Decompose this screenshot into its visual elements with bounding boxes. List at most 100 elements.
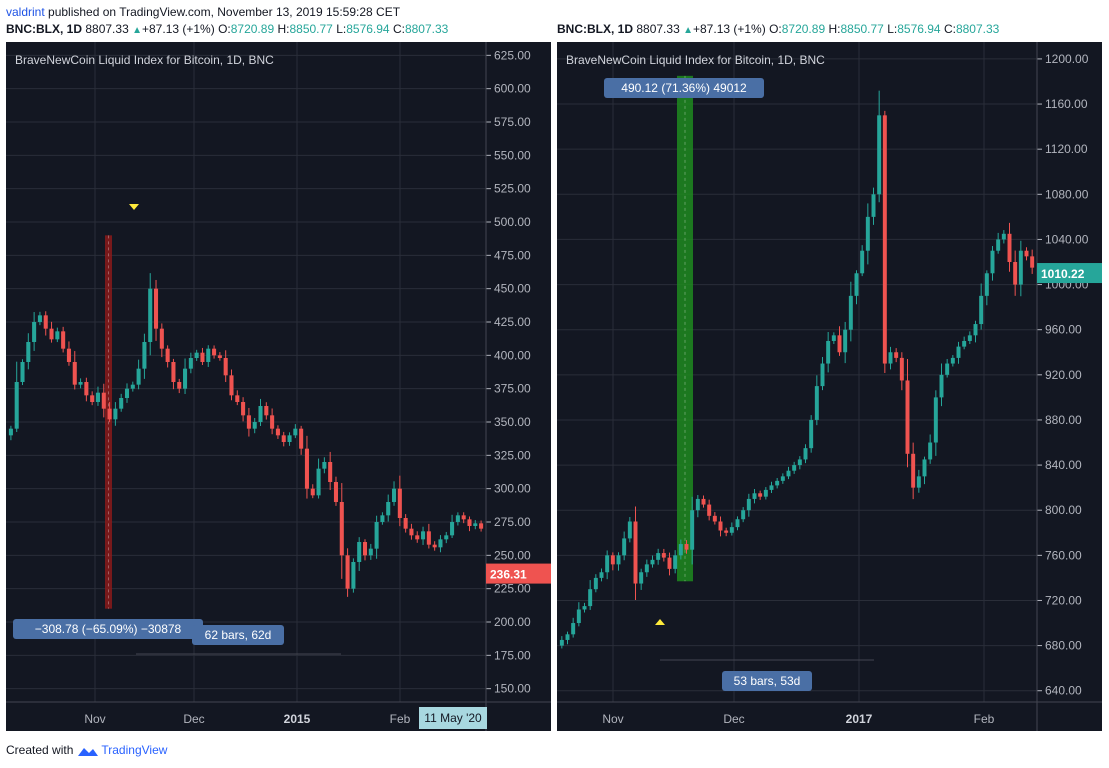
right-high: 8850.77 bbox=[840, 22, 884, 36]
legend-title: BraveNewCoin Liquid Index for Bitcoin, 1… bbox=[15, 53, 274, 67]
candle-body bbox=[758, 493, 763, 497]
candle-body bbox=[967, 335, 972, 341]
candle-body bbox=[299, 428, 304, 449]
candle-body bbox=[622, 538, 627, 556]
y-tick-label: 325.00 bbox=[494, 448, 531, 462]
left-close: 8807.33 bbox=[404, 22, 449, 36]
y-tick-label: 880.00 bbox=[1045, 413, 1082, 427]
x-tick-label: Nov bbox=[84, 712, 105, 726]
y-tick-label: 680.00 bbox=[1045, 639, 1082, 653]
candle-body bbox=[357, 542, 362, 562]
price-label-bg bbox=[486, 563, 551, 584]
candle-body bbox=[200, 352, 205, 362]
candle-body bbox=[718, 521, 723, 531]
y-tick-label: 1200.00 bbox=[1045, 52, 1089, 66]
candle-body bbox=[939, 374, 944, 398]
candle-body bbox=[661, 553, 666, 558]
candle-body bbox=[14, 382, 19, 429]
y-tick-label: 200.00 bbox=[494, 615, 531, 629]
candle-body bbox=[426, 531, 431, 545]
candle-body bbox=[473, 523, 478, 526]
y-tick-label: 350.00 bbox=[494, 415, 531, 429]
x-tick-label: Dec bbox=[723, 712, 744, 726]
candle-body bbox=[403, 518, 408, 529]
candle-body bbox=[153, 288, 159, 329]
x-tick-label: 2015 bbox=[284, 712, 311, 726]
candle-body bbox=[171, 362, 176, 382]
candle-body bbox=[345, 555, 350, 589]
candle-body bbox=[752, 493, 757, 499]
candle-body bbox=[55, 331, 60, 340]
bars-label: 62 bars, 62d bbox=[205, 628, 272, 642]
candle-body bbox=[905, 380, 910, 454]
candle-body bbox=[479, 523, 484, 529]
candle-body bbox=[397, 488, 402, 518]
candle-body bbox=[588, 589, 593, 607]
tradingview-link[interactable]: TradingView bbox=[101, 743, 168, 757]
candle-body bbox=[241, 402, 246, 416]
candle-body bbox=[409, 528, 414, 536]
candle-body bbox=[786, 470, 791, 477]
candle-body bbox=[368, 548, 373, 556]
candle-body bbox=[593, 577, 598, 590]
candle-body bbox=[90, 395, 95, 402]
candle-body bbox=[461, 515, 466, 520]
right-ohlc-line: BNC:BLX, 1D 8807.33 ▲+87.13 (+1%) O:8720… bbox=[557, 22, 999, 36]
tradingview-logo-icon bbox=[78, 747, 99, 756]
candle-body bbox=[415, 535, 420, 540]
y-tick-label: 1080.00 bbox=[1045, 187, 1089, 201]
candle-body bbox=[877, 115, 882, 195]
username-link[interactable]: valdrint bbox=[6, 5, 45, 19]
publish-line: valdrint published on TradingView.com, N… bbox=[6, 5, 400, 19]
y-tick-label: 720.00 bbox=[1045, 593, 1082, 607]
measure-label-bg bbox=[13, 619, 203, 639]
candle-body bbox=[113, 408, 118, 420]
right-chart-svg[interactable]: 1200.001160.001120.001080.001040.001000.… bbox=[557, 42, 1102, 731]
candle-body bbox=[973, 324, 978, 336]
published-text: published on TradingView.com, November 1… bbox=[48, 5, 401, 19]
candle-body bbox=[763, 489, 768, 497]
right-last: 8807.33 bbox=[636, 22, 680, 36]
candle-body bbox=[854, 273, 859, 296]
candle-body bbox=[916, 476, 921, 488]
candle-body bbox=[148, 288, 153, 342]
candle-body bbox=[61, 331, 66, 349]
candle-body bbox=[780, 476, 785, 481]
left-chart-svg[interactable]: 625.00 600.00 575.00 550.00 525.00 500.00 475.… bbox=[6, 42, 551, 731]
right-symbol: BNC:BLX, 1D bbox=[557, 22, 634, 36]
left-high: 8850.77 bbox=[289, 22, 333, 36]
candle-body bbox=[281, 435, 286, 442]
candle-body bbox=[374, 522, 379, 549]
right-chart[interactable]: 1200.00 1160.00 1120.00 1080.00 1040.00 1000.… bbox=[557, 42, 1102, 731]
candle-body bbox=[20, 362, 25, 382]
y-tick-label: 275.00 bbox=[494, 515, 531, 529]
candle-body bbox=[605, 555, 610, 573]
y-tick-label: 840.00 bbox=[1045, 458, 1082, 472]
y-tick-label: 640.00 bbox=[1045, 684, 1082, 698]
candle-body bbox=[792, 465, 797, 471]
candle-body bbox=[339, 502, 344, 556]
candle-body bbox=[724, 530, 729, 533]
created-with-text: Created with bbox=[6, 743, 74, 757]
right-up-arrow-icon: ▲ bbox=[683, 25, 693, 36]
right-low: 8576.94 bbox=[897, 22, 941, 36]
left-l-label: L: bbox=[336, 22, 347, 36]
candle-body bbox=[66, 348, 71, 362]
candle-body bbox=[1024, 250, 1029, 257]
left-change: +87.13 (+1%) bbox=[142, 22, 215, 36]
candle-body bbox=[678, 544, 683, 556]
candle-body bbox=[1018, 250, 1023, 285]
left-chart[interactable]: 625.00 600.00 575.00 550.00 525.00 500.00 475.… bbox=[6, 42, 551, 731]
candle-body bbox=[690, 510, 695, 550]
candle-body bbox=[1007, 233, 1012, 262]
candle-body bbox=[695, 498, 700, 511]
candle-body bbox=[894, 352, 899, 358]
candle-body bbox=[351, 562, 356, 589]
candle-body bbox=[820, 363, 825, 387]
candle-body bbox=[258, 406, 263, 422]
candle-body bbox=[142, 342, 147, 369]
x-tick-label: 2017 bbox=[846, 712, 873, 726]
candle-body bbox=[124, 388, 130, 398]
candle-body bbox=[707, 504, 712, 516]
right-close: 8807.33 bbox=[955, 22, 1000, 36]
